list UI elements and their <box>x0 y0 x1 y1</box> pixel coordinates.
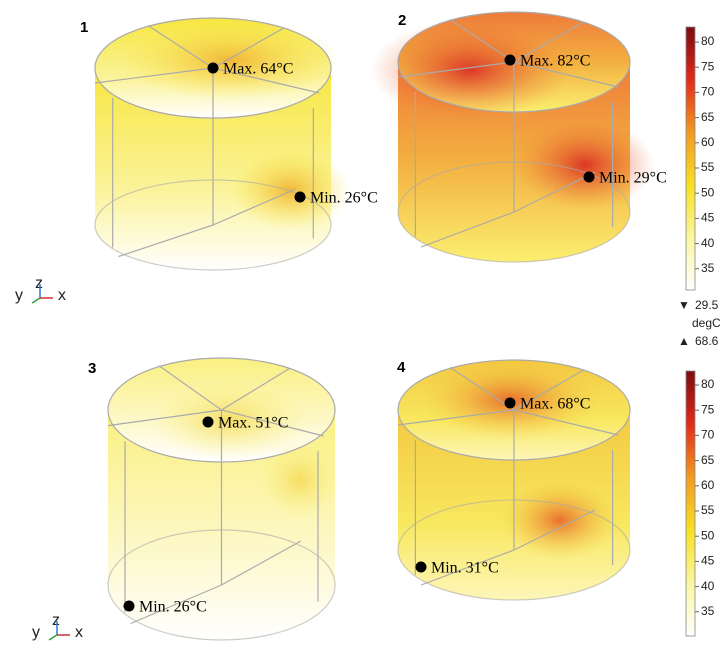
max-label: Max. 82°C <box>520 53 590 70</box>
panel-label: 2 <box>398 12 406 29</box>
min-label: Min. 29°C <box>599 170 667 187</box>
min-label: Min. 26°C <box>139 599 207 616</box>
max-label: Max. 68°C <box>520 396 590 413</box>
axis-z: z <box>52 612 60 629</box>
hot-spot <box>230 150 350 230</box>
colorbar-label: 50 <box>701 528 715 542</box>
wire <box>107 529 336 641</box>
colorbar-label: 40 <box>701 579 715 593</box>
wire <box>107 365 324 625</box>
hot-spot <box>150 380 310 460</box>
colorbar-label: 70 <box>701 428 715 442</box>
min-point <box>415 561 427 573</box>
wire <box>94 179 332 271</box>
min-label: Min. 31°C <box>431 560 499 577</box>
range-max: 68.6 <box>695 334 719 348</box>
max-point <box>504 54 516 66</box>
colorbar-label: 65 <box>701 453 715 467</box>
wire <box>397 161 631 263</box>
colorbar-label: 50 <box>701 185 715 199</box>
panel-label: 3 <box>88 360 96 377</box>
hot-spot <box>370 20 570 120</box>
wire <box>397 499 631 601</box>
colorbar-label: 70 <box>701 85 715 99</box>
min-arrow: ▼ <box>678 298 690 312</box>
max-label: Max. 51°C <box>218 415 288 432</box>
colorbar <box>685 26 696 291</box>
axis-arrow <box>31 297 41 304</box>
colorbar-label: 65 <box>701 110 715 124</box>
hot-spot <box>515 120 655 210</box>
axis-x: x <box>58 287 66 304</box>
hot-spot <box>120 20 340 100</box>
axis-arrow <box>48 634 58 641</box>
panel-label: 4 <box>397 359 406 376</box>
colorbar <box>685 370 696 637</box>
colorbar-label: 35 <box>701 604 715 618</box>
range-min: 29.5 <box>695 298 719 312</box>
axis-x: x <box>75 624 83 641</box>
colorbar-label: 45 <box>701 211 715 225</box>
max-point <box>202 416 214 428</box>
colorbar-label: 75 <box>701 402 715 416</box>
wire <box>397 367 619 586</box>
axis-y: y <box>32 624 40 641</box>
colorbar-label: 40 <box>701 236 715 250</box>
max-point <box>504 397 516 409</box>
max-arrow: ▲ <box>678 334 690 348</box>
axis-z: z <box>35 275 43 292</box>
colorbar-label: 60 <box>701 478 715 492</box>
colorbar-label: 80 <box>701 377 715 391</box>
colorbar-label: 75 <box>701 59 715 73</box>
range-unit: degC <box>692 316 721 330</box>
colorbar-label: 55 <box>701 503 715 517</box>
min-point <box>583 171 595 183</box>
hot-spot <box>260 440 340 520</box>
max-point <box>207 62 219 74</box>
min-point <box>294 191 306 203</box>
panel-label: 1 <box>80 19 88 36</box>
colorbar-label: 55 <box>701 160 715 174</box>
colorbar-label: 80 <box>701 34 715 48</box>
min-point <box>123 600 135 612</box>
min-label: Min. 26°C <box>310 190 378 207</box>
max-label: Max. 64°C <box>223 61 293 78</box>
colorbar-label: 60 <box>701 135 715 149</box>
colorbar-label: 45 <box>701 554 715 568</box>
axis-y: y <box>15 287 23 304</box>
colorbar-label: 35 <box>701 261 715 275</box>
